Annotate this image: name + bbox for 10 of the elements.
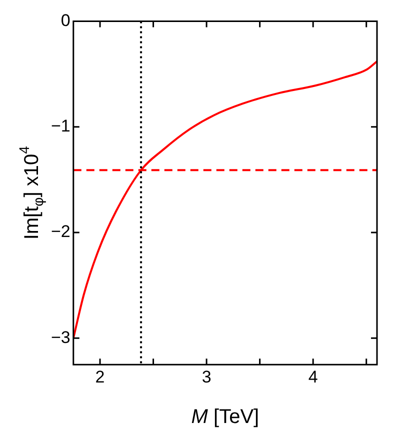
x-tick-label: 2 [95, 367, 105, 386]
x-tick-label: 4 [308, 367, 318, 386]
x-tick-label: 3 [202, 367, 212, 386]
y-tick-label: −1 [50, 116, 70, 136]
y-tick-label: −2 [50, 222, 70, 242]
line-series [73, 60, 377, 340]
y-tick-label: −3 [50, 328, 70, 347]
x-axis-title: M [TeV] [191, 406, 260, 428]
y-tick-label: 0 [60, 10, 70, 30]
y-axis-title: Im[tφ] x104 [16, 146, 46, 240]
